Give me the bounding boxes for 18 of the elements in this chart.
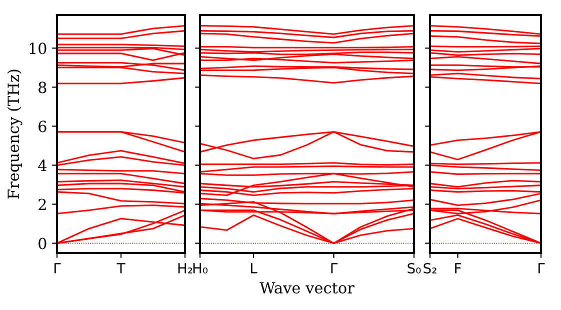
x-tick-label: L — [250, 263, 258, 274]
y-axis-title: Frequency (THz) — [7, 70, 22, 199]
y-tick-label: 4 — [38, 160, 47, 172]
x-tick-label: Γ — [331, 263, 338, 274]
y-tick-label: 10 — [30, 42, 46, 54]
x-tick-label: H₀ — [193, 263, 208, 274]
y-tick-label: 2 — [38, 198, 46, 210]
x-tick-label: Γ — [54, 263, 61, 274]
x-tick-label: S₀ — [408, 262, 421, 274]
x-axis-title: Wave vector — [260, 282, 354, 294]
x-tick-label: H₂ — [178, 263, 192, 274]
x-tick-label: F — [455, 263, 461, 274]
x-tick-label: T — [116, 263, 126, 274]
x-tick-label: S₂ — [424, 262, 436, 274]
y-tick-label: 6 — [38, 120, 46, 132]
x-tick-label: Γ — [538, 263, 545, 274]
y-tick-label: 8 — [38, 82, 46, 94]
y-tick-label: 0 — [38, 238, 46, 250]
